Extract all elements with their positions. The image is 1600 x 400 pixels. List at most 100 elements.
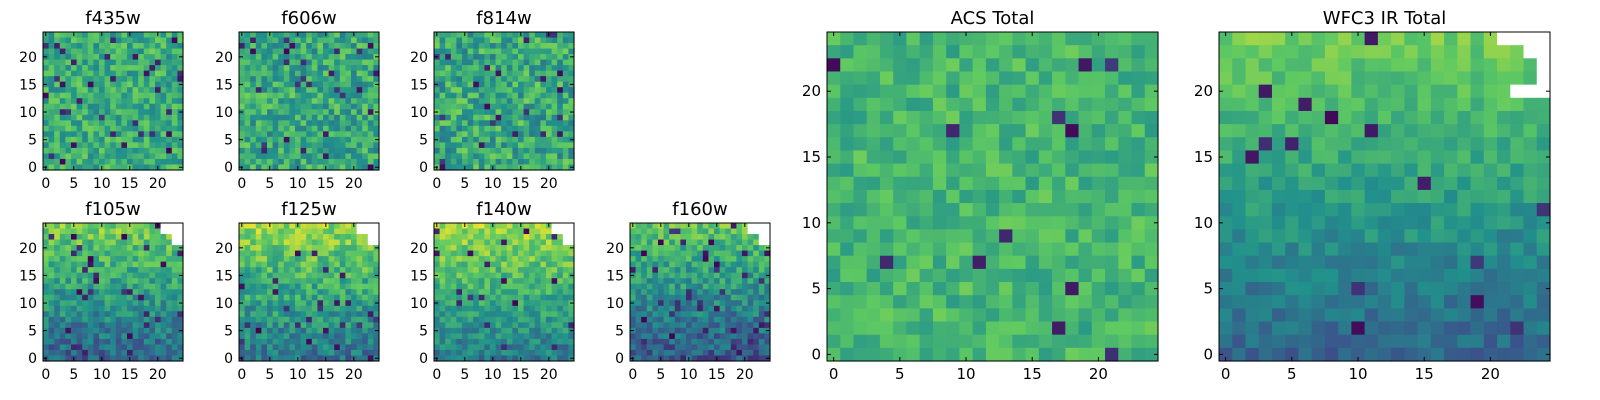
heatmap-cell: [367, 153, 374, 160]
heatmap-cell: [99, 87, 106, 94]
heatmap-cell: [490, 109, 497, 116]
heatmap-cell: [462, 48, 469, 55]
heatmap-cell: [87, 32, 94, 39]
heatmap-cell: [149, 87, 156, 94]
heatmap-cell: [295, 147, 302, 155]
heatmap-cell: [495, 164, 502, 171]
heatmap-cell: [138, 294, 145, 301]
heatmap-cell: [562, 239, 569, 246]
heatmap-cell: [177, 43, 184, 50]
heatmap-cell: [946, 45, 960, 59]
heatmap-cell: [467, 131, 474, 138]
heatmap-cell: [523, 283, 530, 290]
heatmap-cell: [946, 189, 960, 204]
heatmap-cell: [121, 272, 128, 279]
heatmap-cell: [367, 289, 374, 296]
heatmap-cell: [674, 344, 681, 351]
heatmap-cell: [478, 43, 485, 50]
heatmap-cell: [317, 131, 324, 138]
heatmap-cell: [345, 43, 352, 50]
heatmap-cell: [244, 333, 251, 340]
x-tick-label: 5: [460, 176, 469, 192]
heatmap-cell: [747, 305, 754, 312]
heatmap-cell: [177, 305, 184, 312]
heatmap-cell: [76, 278, 83, 285]
heatmap-cell: [473, 32, 480, 39]
heatmap-cell: [373, 250, 380, 257]
heatmap-cell: [853, 163, 868, 178]
heatmap-cell: [373, 223, 380, 230]
heatmap-cell: [289, 81, 296, 88]
heatmap-cell: [323, 349, 330, 357]
heatmap-cell: [725, 239, 732, 246]
heatmap-cell: [439, 136, 446, 143]
heatmap-cell: [149, 300, 156, 307]
heatmap-cell: [334, 327, 341, 334]
heatmap-cell: [506, 322, 513, 329]
heatmap-cell: [719, 316, 726, 323]
heatmap-cell: [250, 98, 257, 105]
heatmap-cell: [76, 267, 83, 274]
heatmap-cell: [132, 114, 139, 121]
heatmap-cell: [462, 267, 469, 274]
heatmap-cell: [434, 294, 441, 301]
heatmap-cell: [110, 272, 117, 279]
heatmap-cell: [1065, 189, 1080, 204]
heatmap-cell: [866, 124, 881, 138]
heatmap-cell: [551, 344, 558, 351]
heatmap-cell: [367, 136, 374, 143]
heatmap-cell: [171, 54, 178, 61]
heatmap-cell: [523, 322, 530, 329]
heatmap-cell: [244, 338, 251, 346]
heatmap-cell: [65, 300, 72, 307]
heatmap-cell: [104, 109, 111, 116]
heatmap-cell: [127, 87, 134, 94]
heatmap-cell: [267, 131, 274, 138]
heatmap-cell: [323, 92, 330, 99]
heatmap-cell: [82, 43, 89, 50]
heatmap-cell: [317, 125, 324, 132]
heatmap-cell: [110, 228, 117, 235]
heatmap-cell: [345, 114, 352, 121]
heatmap-cell: [356, 338, 363, 346]
heatmap-cell: [239, 294, 246, 301]
heatmap-cell: [317, 147, 324, 155]
y-tick-label: 10: [19, 296, 37, 312]
heatmap-cell: [289, 311, 296, 318]
heatmap-cell: [1118, 137, 1133, 152]
heatmap-cell: [546, 92, 553, 99]
heatmap-cell: [272, 120, 279, 127]
heatmap-cell: [473, 338, 480, 346]
heatmap-cell: [104, 228, 111, 235]
heatmap-cell: [725, 349, 732, 357]
heatmap-cell: [893, 84, 908, 99]
heatmap-cell: [138, 136, 145, 143]
heatmap-cell: [534, 349, 541, 357]
heatmap-cell: [71, 267, 78, 274]
heatmap-cell: [663, 305, 670, 312]
heatmap-cell: [295, 92, 302, 99]
heatmap-cell: [562, 37, 569, 44]
heatmap-cell: [879, 229, 894, 244]
heatmap-cell: [529, 54, 536, 61]
heatmap-cell: [239, 87, 246, 94]
heatmap-cell: [501, 120, 508, 127]
heatmap-cell: [367, 147, 374, 155]
heatmap-cell: [328, 294, 335, 301]
heatmap-cell: [697, 294, 704, 301]
heatmap-cell: [255, 256, 262, 263]
heatmap-cell: [272, 327, 279, 334]
heatmap-cell: [283, 316, 290, 323]
heatmap-cell: [747, 239, 754, 246]
heatmap-cell: [261, 142, 268, 149]
heatmap-cell: [171, 103, 178, 110]
heatmap-cell: [155, 81, 162, 88]
heatmap-cell: [110, 81, 117, 88]
heatmap-cell: [138, 125, 145, 132]
heatmap-cell: [506, 109, 513, 116]
heatmap-cell: [110, 283, 117, 290]
heatmap-cell: [278, 142, 285, 149]
heatmap-cell: [501, 92, 508, 99]
heatmap-cell: [289, 344, 296, 351]
